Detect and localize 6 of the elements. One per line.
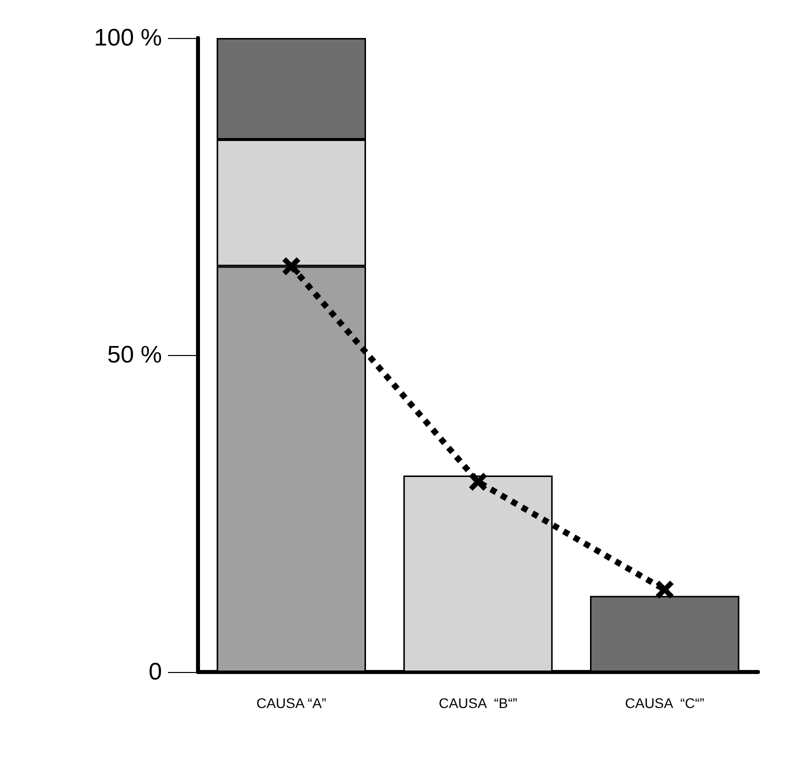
x-tick-label: CAUSA “A” <box>256 695 327 711</box>
y-tick-label: 100 % <box>94 24 162 52</box>
y-tick-label: 50 % <box>107 342 162 368</box>
y-tick-label: 0 <box>148 658 162 686</box>
x-tick-label: CAUSA “C“” <box>624 695 705 711</box>
x-tick-label: CAUSA “B“” <box>438 695 518 711</box>
